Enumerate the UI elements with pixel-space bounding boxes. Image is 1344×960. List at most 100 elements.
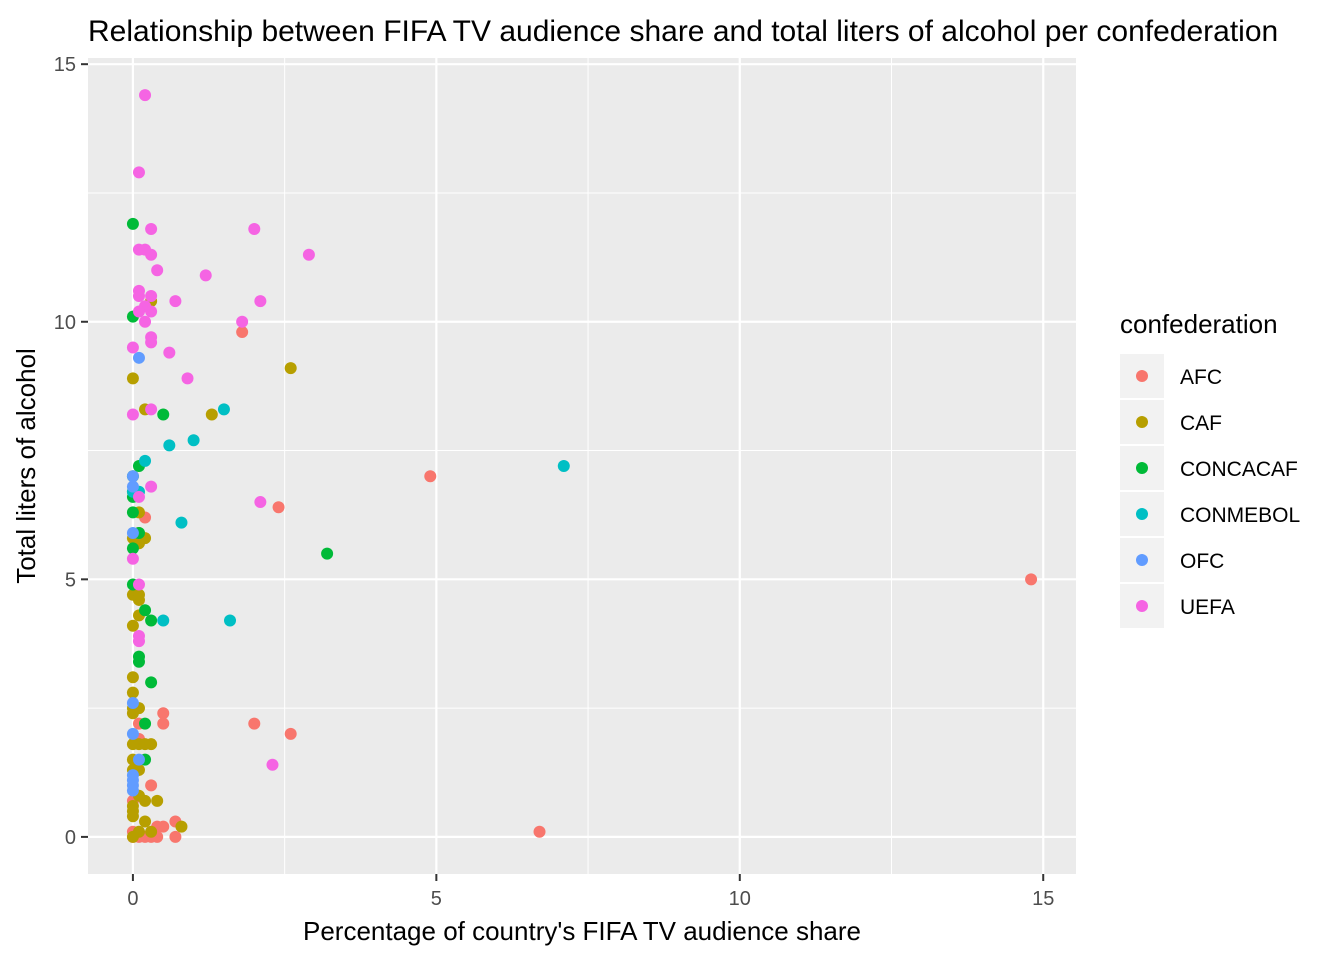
point-uefa (248, 223, 261, 236)
point-conmebol (187, 434, 200, 447)
point-ofc (126, 727, 139, 740)
legend-marker-uefa (1136, 600, 1148, 612)
x-tick-label: 10 (729, 888, 751, 910)
data-points (126, 89, 1038, 843)
point-uefa (181, 372, 194, 385)
point-concacaf (321, 547, 334, 560)
point-uefa (132, 290, 145, 302)
point-caf (139, 738, 152, 751)
legend-label-uefa: UEFA (1180, 596, 1235, 619)
point-conmebol (157, 614, 170, 627)
point-concacaf (145, 614, 158, 627)
point-concacaf (126, 506, 139, 519)
point-afc (236, 326, 249, 339)
x-tick-label: 5 (431, 888, 442, 910)
legend-label-caf: CAF (1180, 412, 1222, 435)
point-uefa (163, 346, 176, 359)
point-caf (151, 794, 164, 807)
point-afc (169, 830, 182, 843)
point-caf (205, 408, 218, 421)
x-tick-label: 15 (1032, 888, 1054, 910)
point-uefa (132, 490, 145, 503)
chart-title: Relationship between FIFA TV audience sh… (88, 15, 1278, 48)
point-ofc (126, 526, 139, 539)
point-conmebol (139, 454, 152, 467)
point-uefa (126, 552, 139, 565)
point-caf (126, 619, 139, 632)
point-uefa (151, 264, 164, 277)
point-uefa (145, 336, 158, 349)
x-axis: 0 5 10 15 (127, 874, 1054, 910)
point-caf (126, 810, 139, 823)
point-uefa (254, 295, 267, 308)
y-tick-label: 5 (65, 569, 76, 591)
point-uefa (126, 408, 139, 421)
point-caf (126, 738, 139, 751)
point-concacaf (145, 676, 158, 689)
point-concacaf (139, 717, 152, 730)
x-axis-title: Percentage of country's FIFA TV audience… (303, 916, 861, 946)
point-ofc (126, 470, 139, 483)
point-conmebol (224, 614, 237, 627)
legend-label-concacaf: CONCACAF (1180, 458, 1298, 481)
point-uefa (139, 89, 152, 102)
point-caf (145, 825, 158, 838)
point-afc (1025, 573, 1038, 586)
y-tick-label: 15 (54, 54, 76, 76)
legend-marker-conmebol (1136, 508, 1148, 520)
point-caf (126, 707, 139, 720)
point-afc (157, 717, 170, 730)
point-conmebol (557, 460, 570, 472)
legend-marker-concacaf (1136, 462, 1148, 474)
legend-marker-afc (1136, 370, 1148, 382)
point-uefa (132, 305, 145, 318)
y-axis-title: Total liters of alcohol (11, 348, 41, 584)
point-afc (145, 779, 158, 792)
point-ofc (126, 480, 139, 493)
y-tick-label: 10 (54, 312, 76, 334)
point-afc (284, 727, 297, 740)
point-uefa (236, 315, 249, 328)
point-uefa (132, 166, 145, 179)
point-caf (126, 686, 139, 699)
legend-label-conmebol: CONMEBOL (1180, 504, 1300, 527)
legend-items: AFC CAF CONCACAF CONMEBOL OFC UEFA (1120, 354, 1300, 628)
point-uefa (126, 341, 139, 354)
point-caf (126, 830, 139, 843)
point-caf (126, 671, 139, 684)
point-afc (157, 707, 170, 720)
point-concacaf (132, 655, 145, 668)
legend: confederation AFC CAF CONCACAF CONMEBOL OFC U… (1120, 309, 1300, 628)
legend-title: confederation (1120, 309, 1278, 339)
plot-panel (88, 58, 1076, 874)
grid-minor (88, 58, 1076, 874)
point-afc (424, 470, 437, 483)
point-conmebol (163, 439, 176, 452)
point-uefa (145, 480, 158, 493)
point-uefa (145, 305, 158, 318)
point-uefa (169, 295, 182, 308)
y-axis: 0 5 10 15 (54, 54, 88, 849)
point-caf (284, 362, 297, 375)
point-uefa (266, 758, 279, 771)
point-caf (126, 372, 139, 385)
point-concacaf (157, 408, 170, 421)
point-uefa (145, 290, 158, 302)
point-ofc (132, 351, 145, 364)
point-caf (175, 820, 188, 833)
grid-major (88, 58, 1076, 874)
point-uefa (139, 315, 152, 328)
point-ofc (126, 696, 139, 709)
point-caf (132, 588, 145, 601)
point-uefa (132, 635, 145, 648)
point-conmebol (217, 403, 230, 416)
point-uefa (145, 403, 158, 416)
point-afc (248, 717, 261, 730)
point-uefa (132, 578, 145, 591)
legend-marker-caf (1136, 416, 1148, 428)
point-uefa (254, 496, 267, 509)
point-concacaf (139, 604, 152, 617)
point-caf (139, 815, 152, 828)
point-uefa (145, 248, 158, 261)
